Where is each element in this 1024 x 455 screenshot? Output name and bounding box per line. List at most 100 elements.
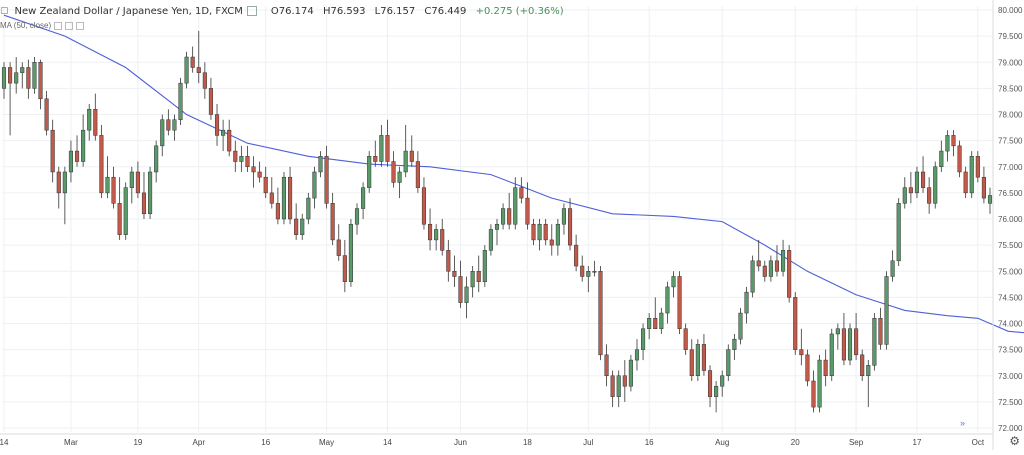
candle-body	[154, 145, 159, 173]
candle-body	[354, 208, 360, 225]
candle-body	[74, 150, 80, 162]
candle-down	[975, 151, 980, 183]
gear-icon[interactable]: ⚙	[1009, 434, 1020, 448]
candle-down	[799, 328, 804, 366]
candle-body	[275, 203, 280, 220]
candle-body	[160, 119, 165, 147]
candle-body	[367, 156, 372, 188]
candle-up	[781, 239, 786, 277]
candle-body	[488, 229, 493, 251]
candle-body	[872, 318, 877, 366]
candle-body	[373, 156, 378, 162]
visibility-icon[interactable]	[246, 6, 257, 16]
candle-down	[805, 349, 810, 387]
candle-down	[519, 177, 524, 204]
candle-up	[561, 203, 567, 235]
candle-body	[81, 129, 86, 162]
candle-body	[847, 328, 853, 361]
candle-body	[227, 129, 232, 152]
candle-down	[908, 171, 913, 204]
candle-down	[421, 177, 427, 230]
candle-down	[774, 245, 780, 277]
candle-body	[251, 166, 256, 173]
candle-body	[8, 67, 13, 84]
x-tick-label: 18	[523, 438, 532, 447]
candle-body	[866, 365, 871, 376]
candle-body	[482, 250, 487, 282]
indicator-settings-icon[interactable]	[65, 21, 74, 30]
candle-down	[74, 135, 80, 167]
candle-body	[148, 171, 153, 215]
candle-body	[683, 328, 688, 350]
candle-up	[835, 323, 840, 350]
candle-down	[342, 239, 347, 293]
candle-down	[190, 46, 195, 73]
candle-down	[208, 77, 213, 120]
candle-up	[312, 166, 317, 209]
x-tick-label: 14	[0, 438, 9, 447]
indicator-remove-icon[interactable]	[76, 21, 85, 30]
candle-down	[452, 255, 457, 287]
candle-up	[744, 286, 749, 324]
candle-up	[160, 114, 165, 157]
candle-body	[44, 98, 49, 131]
candle-down	[507, 192, 512, 230]
candle-up	[62, 166, 67, 225]
candle-up	[178, 77, 183, 125]
candle-body	[756, 260, 761, 267]
candle-body	[111, 176, 116, 204]
indicator-visibility-icon[interactable]	[54, 21, 63, 30]
candle-body	[26, 67, 31, 89]
candle-body	[914, 171, 920, 194]
candle-body	[854, 328, 859, 356]
candle-body	[214, 114, 220, 136]
candle-down	[111, 166, 116, 209]
candle-body	[123, 187, 128, 235]
candle-body	[805, 354, 810, 382]
candle-down	[93, 93, 98, 141]
candle-up	[945, 130, 950, 162]
change-value: +0.275 (+0.36%)	[475, 5, 564, 17]
y-tick-label: 74.000	[998, 320, 1023, 329]
candle-down	[8, 62, 13, 136]
candle-body	[963, 171, 968, 194]
ma-line	[3, 14, 1024, 334]
candle-up	[890, 250, 895, 282]
candle-up	[348, 219, 353, 287]
candle-body	[421, 187, 427, 225]
candle-down	[275, 187, 280, 225]
candle-body	[604, 354, 609, 377]
candle-up	[695, 339, 700, 381]
candle-body	[525, 197, 530, 225]
candle-up	[300, 213, 305, 240]
candle-body	[665, 286, 670, 314]
x-axis[interactable]: 14 Mar 19 Apr 16 May 14 Jun 18 Jul 16 Aug 20 Sep 17 Oct…	[0, 433, 1024, 447]
candle-body	[720, 375, 725, 387]
candle-body	[519, 187, 524, 199]
candle-down	[458, 260, 463, 308]
candle-up	[969, 151, 974, 199]
collapse-icon[interactable]: ▢	[0, 6, 9, 16]
y-axis[interactable]: 80.000 79.500 79.000 78.500 78.000 77.500 77.0…	[992, 0, 1023, 450]
candle-up	[884, 271, 889, 350]
candle-body	[732, 338, 737, 350]
candle-up	[221, 119, 226, 152]
candle-up	[939, 140, 944, 172]
candle-up	[464, 276, 469, 319]
candle-down	[288, 166, 293, 225]
candle-down	[841, 313, 846, 366]
double-chevron-right-icon[interactable]: »	[960, 418, 966, 428]
x-tick-label: Oct	[972, 438, 985, 447]
indicator-legend: MA (50, close)	[0, 21, 85, 30]
y-tick-label: 77.500	[998, 137, 1023, 146]
candle-body	[336, 239, 341, 256]
candle-up	[129, 166, 134, 204]
candle-body	[878, 318, 883, 345]
x-tick-label: Apr	[193, 438, 206, 447]
candle-down	[762, 260, 767, 282]
candle-down	[854, 313, 859, 361]
candle-down	[202, 62, 207, 99]
y-tick-label: 77.000	[998, 163, 1023, 172]
